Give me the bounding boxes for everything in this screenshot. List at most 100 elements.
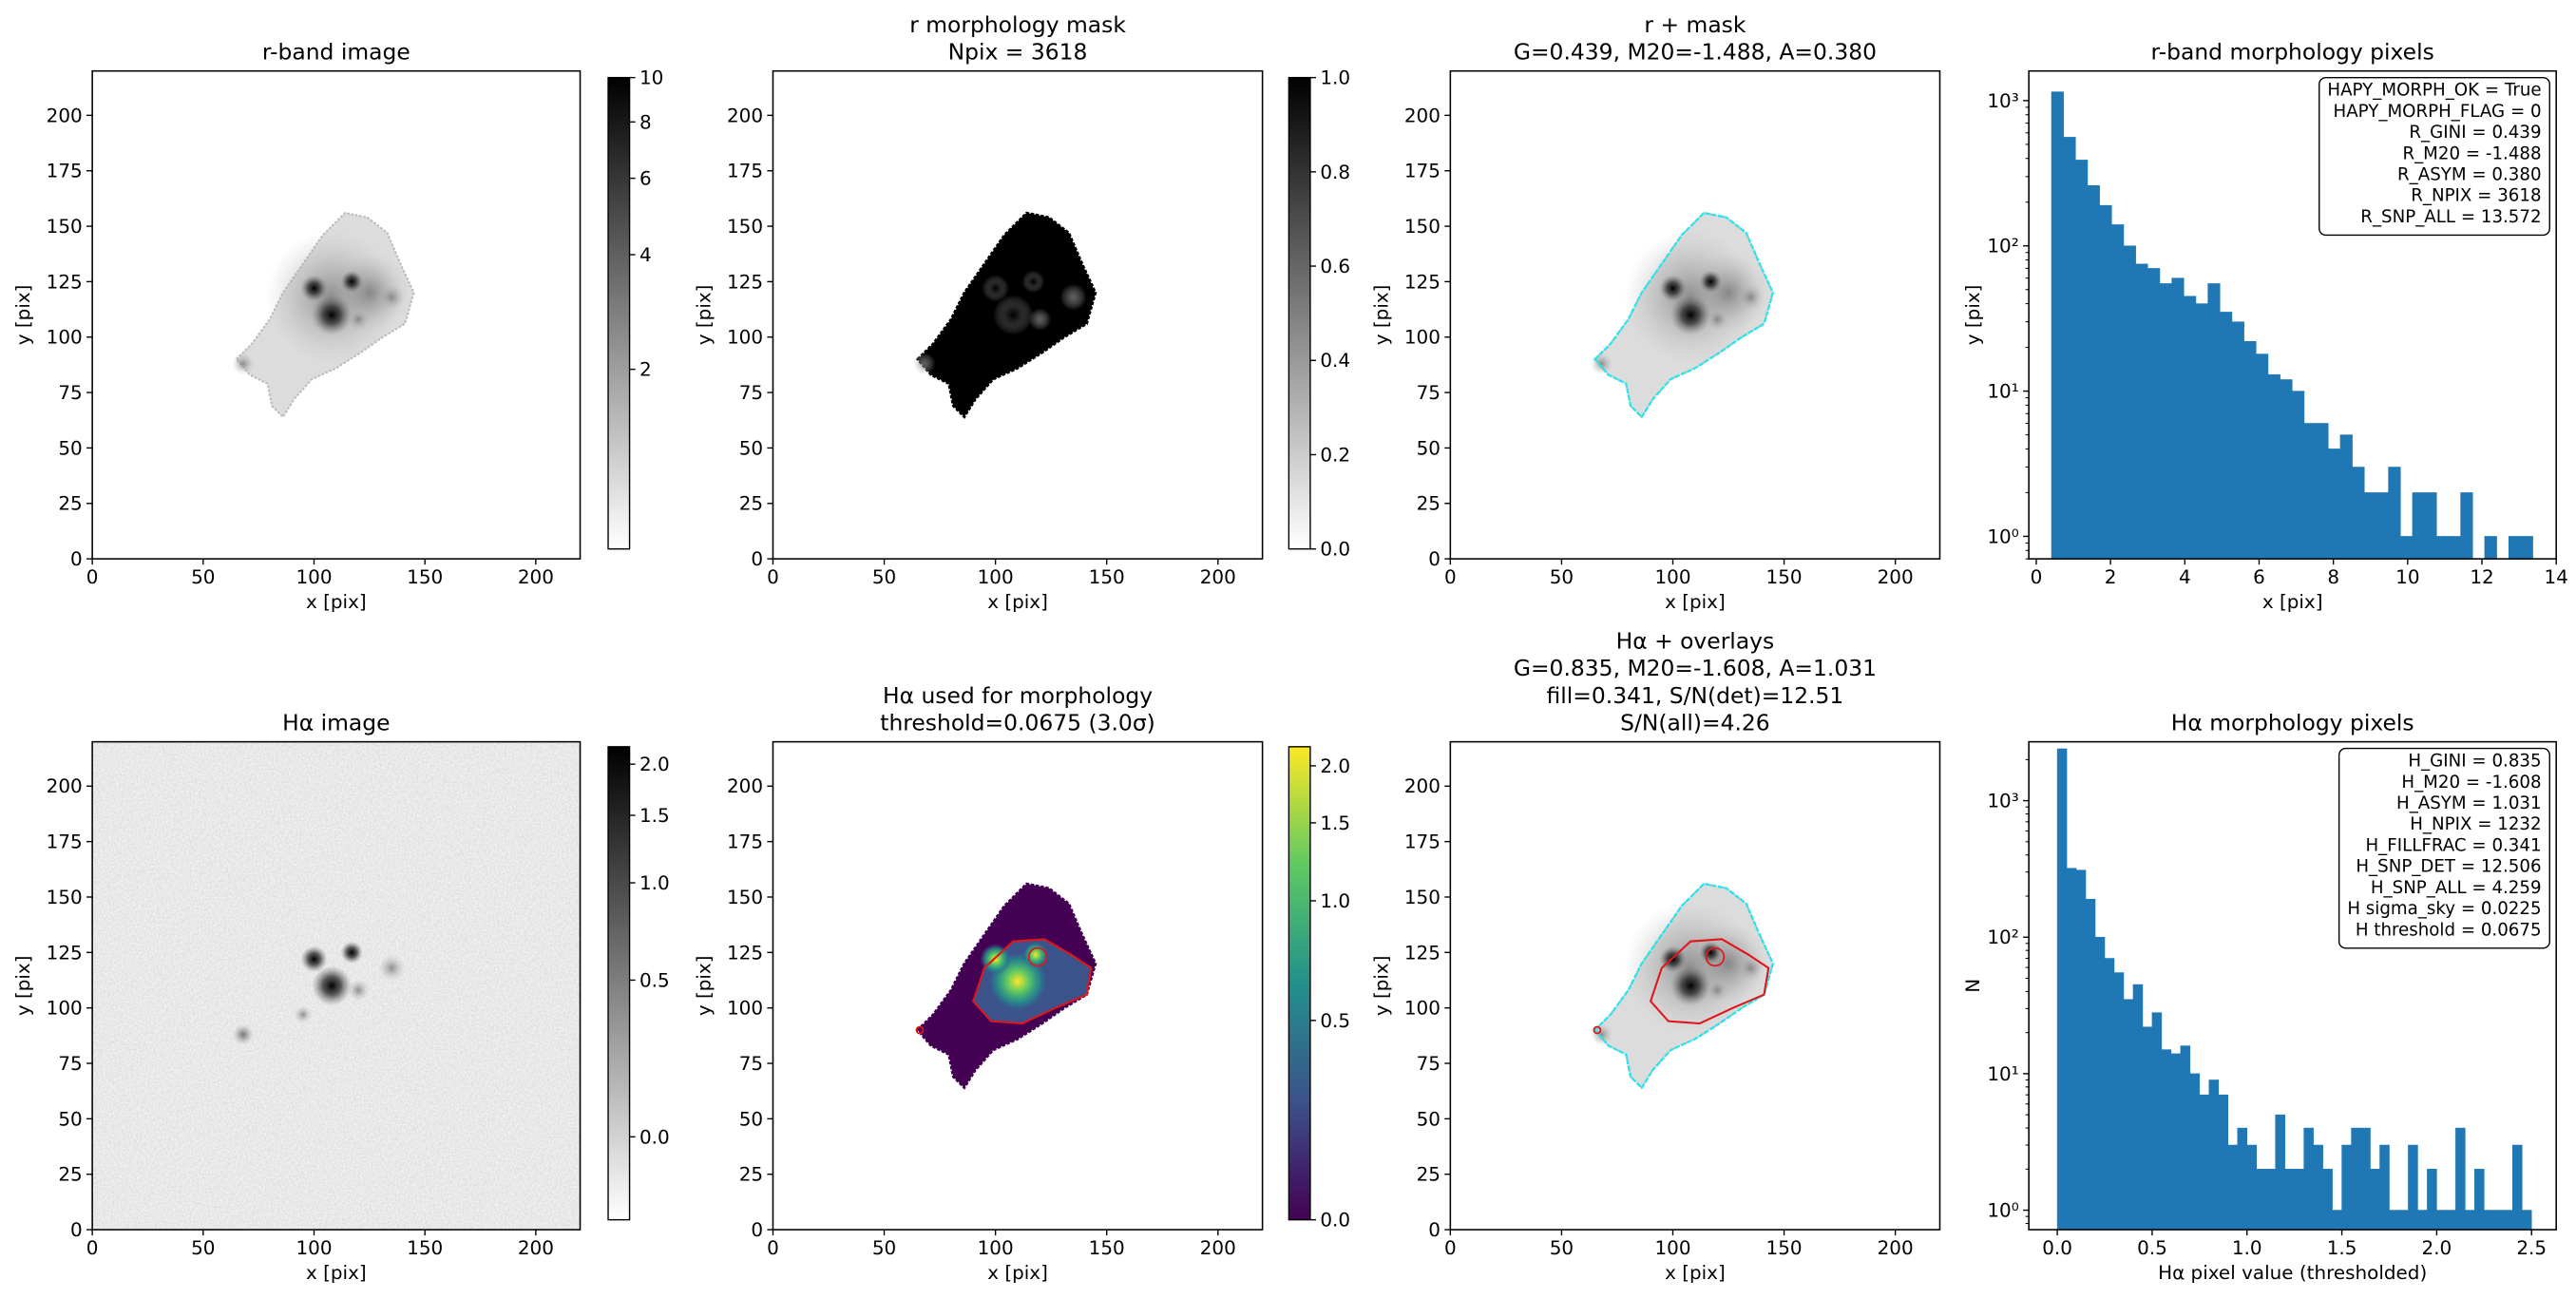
- x-tick-label: 100: [978, 1236, 1014, 1259]
- x-tick-label: 0: [2031, 565, 2043, 588]
- histogram-bar: [2376, 492, 2389, 560]
- axes-frame: [772, 69, 1264, 560]
- annotation-text: R_SNP_ALL = 13.572: [2360, 207, 2541, 227]
- mask-contour: [1593, 211, 1775, 419]
- y-tick-label: 175: [727, 831, 763, 853]
- image-feature: [347, 979, 370, 1002]
- annotation-text: R_ASYM = 0.380: [2397, 165, 2542, 185]
- image-feature: [1028, 308, 1052, 331]
- colorbar-tick-label: 1.5: [1320, 812, 1350, 834]
- annotation-text: H_M20 = -1.608: [2401, 773, 2541, 793]
- histogram-bar: [2484, 536, 2497, 560]
- image-feature: [1059, 283, 1087, 311]
- y-tick-label: 25: [1417, 1163, 1441, 1186]
- histogram-bar: [2388, 467, 2401, 560]
- histogram-bar: [2256, 353, 2269, 560]
- colorbar-tick-label: 0.0: [1320, 538, 1350, 561]
- panel-title: G=0.439, M20=-1.488, A=0.380: [1514, 39, 1877, 66]
- y-tick-label: 10³: [1987, 89, 2018, 112]
- annotation-text: R_M20 = -1.488: [2402, 143, 2541, 163]
- histogram-bar: [2207, 283, 2221, 560]
- y-tick-label: 75: [1417, 381, 1441, 404]
- colorbar-tick-label: 0.5: [1320, 1009, 1350, 1032]
- annotation-text: H_SNP_DET = 12.506: [2356, 857, 2541, 877]
- x-tick-label: 0: [1444, 1236, 1457, 1259]
- plot-area: [92, 741, 581, 1231]
- y-tick-label: 125: [1404, 270, 1441, 293]
- x-tick-label: 200: [1878, 565, 1914, 588]
- annotation-text: H threshold = 0.0675: [2356, 920, 2542, 940]
- x-axis-label: x [pix]: [306, 590, 367, 613]
- histogram-bar: [2370, 1169, 2380, 1231]
- histogram-bar: [2087, 185, 2100, 560]
- x-axis-label: x [pix]: [987, 1261, 1048, 1284]
- panel-title: Hα + overlays: [1616, 628, 1775, 655]
- x-tick-label: 12: [2470, 565, 2493, 588]
- x-axis-label: x [pix]: [1665, 1261, 1726, 1284]
- image-feature: [1021, 941, 1049, 968]
- annotation-text: H_NPIX = 1232: [2410, 814, 2541, 834]
- x-tick-label: 200: [1878, 1236, 1914, 1259]
- axes-frame: [1449, 69, 1941, 560]
- histogram-bar: [2227, 1144, 2239, 1231]
- y-tick-label: 0: [1428, 1218, 1441, 1241]
- y-tick-label: 100: [47, 326, 83, 349]
- image-feature: [1737, 954, 1765, 982]
- panel: r-band morphology pixels HAPY_MORPH_OK = …: [1961, 39, 2568, 614]
- y-tick-label: 25: [739, 1163, 763, 1186]
- image-feature: [982, 275, 1009, 302]
- image-feature: [1699, 941, 1723, 965]
- histogram-bar: [2094, 936, 2106, 1231]
- histogram-bar: [2171, 277, 2185, 560]
- histogram-bar: [2265, 1169, 2276, 1231]
- panel-title: Npix = 3618: [948, 39, 1088, 66]
- y-tick-label: 200: [727, 774, 763, 797]
- histogram-bar: [2294, 1169, 2304, 1231]
- y-axis-label: y [pix]: [693, 955, 716, 1016]
- y-tick-label: 50: [1417, 1107, 1441, 1130]
- image-feature: [312, 295, 353, 335]
- x-tick-label: 50: [872, 1236, 896, 1259]
- y-tick-label: 50: [58, 436, 82, 459]
- histogram-bar: [2339, 434, 2353, 560]
- x-tick-label: 50: [1550, 565, 1574, 588]
- y-tick-label: 25: [58, 1163, 82, 1186]
- histogram-bar: [2521, 1210, 2532, 1231]
- x-tick-label: 100: [978, 565, 1014, 588]
- histogram-bar: [2352, 467, 2365, 560]
- panel-title: r-band image: [262, 39, 410, 66]
- y-tick-label: 0: [70, 1218, 83, 1241]
- plot-area: [2051, 91, 2533, 560]
- histogram-bar: [2161, 1049, 2172, 1231]
- annotation-text: H_ASYM = 1.031: [2396, 793, 2542, 813]
- histogram-bar: [2313, 1144, 2323, 1231]
- histogram-bar: [2199, 1094, 2210, 1231]
- y-axis-label: y [pix]: [1369, 285, 1392, 346]
- x-tick-label: 1.5: [2327, 1236, 2357, 1259]
- y-tick-label: 200: [1404, 774, 1441, 797]
- x-tick-label: 100: [296, 565, 332, 588]
- x-tick-label: 100: [296, 1236, 332, 1259]
- y-tick-label: 175: [47, 831, 83, 853]
- y-tick-label: 10¹: [1987, 1062, 2018, 1085]
- colorbar-tick-label: 1.0: [1320, 67, 1350, 89]
- x-tick-label: 50: [872, 565, 896, 588]
- histogram-bar: [2427, 1169, 2437, 1231]
- x-tick-label: 150: [1766, 565, 1803, 588]
- y-tick-label: 150: [727, 215, 763, 238]
- y-tick-label: 75: [739, 381, 763, 404]
- panel-title: r-band morphology pixels: [2151, 39, 2434, 66]
- plot-area: [773, 70, 1263, 560]
- x-tick-label: 0.0: [2042, 1236, 2072, 1259]
- colorbar-tick-label: 0.8: [1320, 161, 1350, 183]
- histogram-bar: [2104, 958, 2115, 1231]
- panel: Hα image 0.0 0.5 1.0 1.5 2.0 0 50 100 150 200 0 25 50…: [11, 709, 669, 1284]
- annotation-text: HAPY_MORPH_FLAG = 0: [2334, 102, 2542, 122]
- colorbar-tick-label: 0.5: [639, 968, 670, 991]
- x-tick-label: 0: [86, 565, 99, 588]
- y-tick-label: 150: [1404, 886, 1441, 908]
- plot-area: [1450, 741, 1940, 1231]
- image-feature: [1590, 353, 1613, 375]
- histogram-bar: [2066, 868, 2077, 1231]
